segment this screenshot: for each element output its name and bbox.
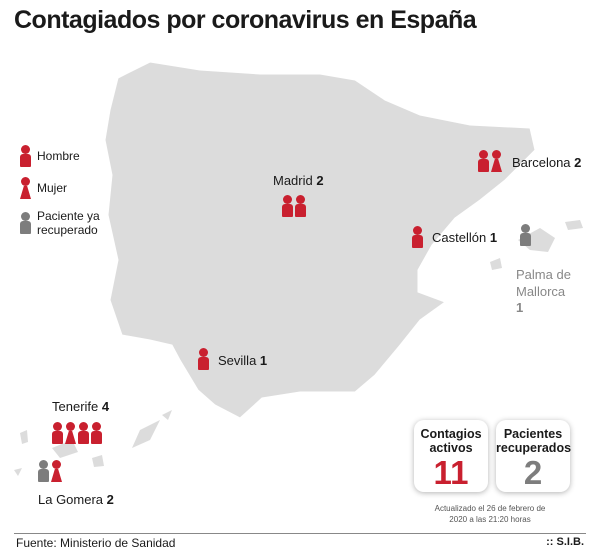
- location-name: La Gomera: [38, 492, 104, 507]
- location-name: Palma de Mallorca: [516, 267, 571, 299]
- location-count: 2: [574, 155, 582, 170]
- recovered-icon: [38, 460, 49, 482]
- woman-icon: [65, 422, 76, 444]
- recovered-card: Pacientes recuperados 2: [496, 420, 571, 492]
- updated-note: Actualizado el 26 de febrero de 2020 a l…: [434, 504, 546, 524]
- woman-icon: [51, 460, 62, 482]
- woman-icon: [491, 150, 502, 172]
- man-icon: [282, 195, 293, 217]
- man-icon: [78, 422, 89, 444]
- woman-icon: [20, 177, 31, 199]
- location-label: Tenerife 4: [52, 399, 109, 414]
- man-icon: [91, 422, 102, 444]
- legend-mujer: Mujer: [20, 177, 117, 199]
- location-count: 1: [489, 230, 498, 245]
- case-icons: [52, 422, 102, 444]
- man-icon: [52, 422, 63, 444]
- case-icons: [282, 195, 306, 217]
- location-name: Barcelona: [512, 155, 571, 170]
- man-icon: [198, 348, 209, 370]
- case-icons: [38, 460, 62, 482]
- location-count: 2: [316, 173, 324, 188]
- location-name: Castellón: [432, 230, 487, 245]
- menorca: [565, 220, 583, 230]
- location-label: Palma de Mallorca 1: [516, 266, 586, 315]
- location-label: Barcelona 2: [512, 155, 581, 170]
- canary-islands: [14, 410, 172, 476]
- man-icon: [478, 150, 489, 172]
- recovered-icon: [520, 224, 531, 246]
- iberian-peninsula: [104, 61, 536, 419]
- location-count: 1: [516, 300, 524, 315]
- credit: :: S.I.B.: [546, 536, 584, 548]
- active-cases-card: Contagios activos 11: [414, 420, 488, 492]
- divider: [14, 533, 586, 534]
- case-icons: [412, 226, 423, 248]
- legend: Hombre Mujer Paciente ya recuperado: [20, 145, 117, 247]
- case-icons: [478, 150, 502, 172]
- location-count: 2: [106, 492, 114, 507]
- man-icon: [295, 195, 306, 217]
- man-icon: [20, 145, 31, 167]
- location-name: Madrid: [273, 173, 313, 188]
- location-count: 4: [101, 399, 110, 414]
- recovered-icon: [20, 212, 31, 234]
- location-label: La Gomera 2: [38, 492, 114, 507]
- legend-hombre: Hombre: [20, 145, 117, 167]
- location-label: Sevilla 1: [218, 353, 267, 368]
- page-title: Contagiados por coronavirus en España: [14, 6, 477, 34]
- location-count: 1: [259, 353, 268, 368]
- location-label: Castellón 1: [432, 230, 497, 245]
- location-name: Tenerife: [52, 399, 99, 414]
- case-icons: [198, 348, 209, 370]
- mallorca: [518, 228, 555, 252]
- ibiza: [490, 258, 502, 270]
- man-icon: [412, 226, 423, 248]
- source: Fuente: Ministerio de Sanidad: [16, 536, 176, 550]
- location-label: Madrid 2: [273, 173, 324, 188]
- case-icons: [520, 224, 531, 246]
- location-name: Sevilla: [218, 353, 257, 368]
- legend-recuperado: Paciente ya recuperado: [20, 209, 117, 237]
